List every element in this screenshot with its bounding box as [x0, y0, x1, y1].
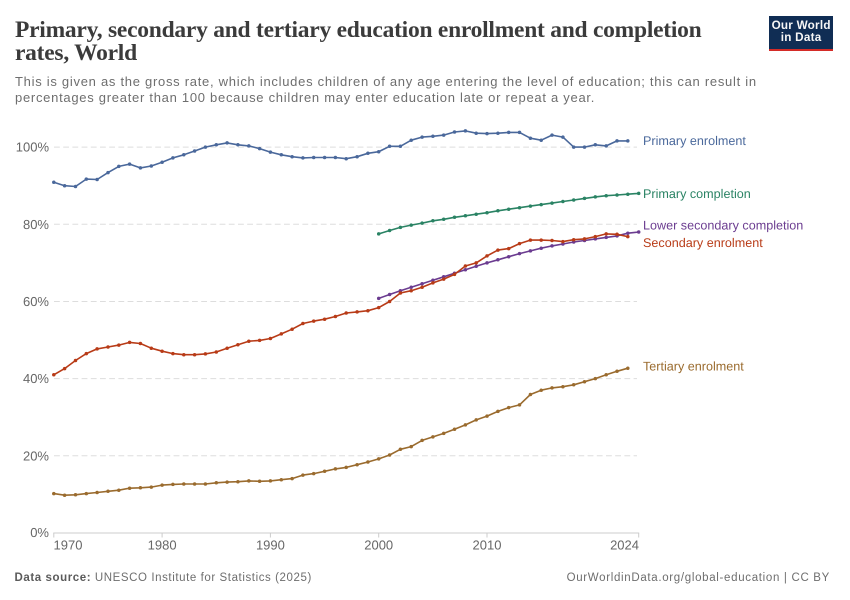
- svg-text:60%: 60%: [23, 294, 49, 309]
- svg-text:0%: 0%: [30, 525, 49, 540]
- svg-text:Tertiary enrolment: Tertiary enrolment: [643, 359, 744, 373]
- svg-text:2010: 2010: [473, 538, 502, 553]
- svg-text:Primary enrolment: Primary enrolment: [643, 134, 746, 148]
- svg-text:20%: 20%: [23, 448, 49, 463]
- svg-text:Lower secondary completion: Lower secondary completion: [643, 219, 803, 233]
- svg-text:1980: 1980: [148, 538, 177, 553]
- svg-text:80%: 80%: [23, 217, 49, 232]
- svg-text:40%: 40%: [23, 371, 49, 386]
- svg-text:1990: 1990: [256, 538, 285, 553]
- svg-text:2024: 2024: [610, 538, 639, 553]
- svg-text:Secondary enrolment: Secondary enrolment: [643, 236, 763, 250]
- svg-text:100%: 100%: [16, 140, 50, 155]
- svg-text:Primary completion: Primary completion: [643, 187, 751, 201]
- svg-text:2000: 2000: [364, 538, 393, 553]
- svg-text:1970: 1970: [54, 538, 83, 553]
